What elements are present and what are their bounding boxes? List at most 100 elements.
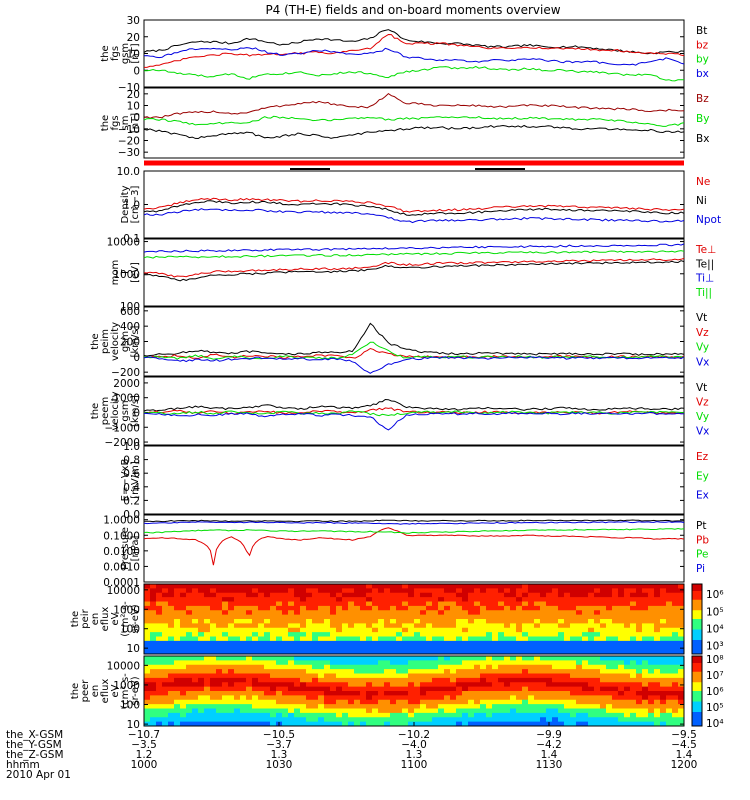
spectrogram-cell	[456, 584, 463, 589]
spectrogram-cell	[666, 691, 673, 696]
colorbar-segment	[692, 622, 702, 625]
spectrogram-cell	[150, 640, 157, 646]
spectrogram-cell	[492, 601, 499, 607]
y-tick-label: 400	[120, 321, 140, 333]
spectrogram-cell	[372, 712, 379, 718]
spectrogram-cell	[372, 649, 379, 655]
spectrogram-cell	[438, 664, 445, 670]
spectrogram-cell	[150, 699, 157, 705]
spectrogram-cell	[624, 677, 631, 683]
spectrogram-cell	[414, 601, 421, 607]
spectrogram-cell	[636, 627, 643, 633]
spectrogram-cell	[156, 640, 163, 646]
spectrogram-cell	[498, 601, 505, 607]
spectrogram-cell	[228, 664, 235, 670]
spectrogram-cell	[474, 721, 481, 727]
spectrogram-cell	[162, 708, 169, 714]
spectrogram-cell	[276, 605, 283, 611]
spectrogram-cell	[660, 619, 667, 624]
legend-entry: Te||	[695, 258, 714, 270]
spectrogram-cell	[426, 704, 433, 710]
spectrogram-cell	[534, 673, 541, 679]
spectrogram-cell	[300, 708, 307, 714]
spectrogram-cell	[318, 669, 325, 675]
spectrogram-cell	[558, 584, 565, 589]
spectrogram-cell	[492, 717, 499, 723]
spectrogram-cell	[384, 584, 391, 589]
spectrogram-cell	[240, 640, 247, 646]
spectrogram-cell	[456, 645, 463, 651]
spectrogram-cell	[168, 699, 175, 705]
spectrogram-cell	[480, 605, 487, 611]
spectrogram-cell	[174, 691, 181, 696]
spectrogram-cell	[468, 645, 475, 651]
spectrogram-cell	[624, 645, 631, 651]
spectrogram-cell	[624, 614, 631, 620]
spectrogram-cell	[660, 623, 667, 629]
spectrogram-cell	[582, 691, 589, 696]
spectrogram-cell	[432, 649, 439, 655]
spectrogram-cell	[498, 605, 505, 611]
spectrogram-cell	[150, 691, 157, 696]
series-line-vt	[143, 398, 685, 412]
spectrogram-cell	[606, 610, 613, 616]
spectrogram-cell	[222, 610, 229, 616]
spectrogram-cell	[306, 584, 313, 589]
spectrogram-cell	[360, 588, 367, 594]
spectrogram-cell	[318, 712, 325, 718]
spectrogram-cell	[600, 656, 607, 661]
spectrogram-cell	[498, 699, 505, 705]
spectrogram-cell	[186, 656, 193, 661]
spectrogram-cell	[228, 636, 235, 642]
spectrogram-cell	[480, 721, 487, 727]
spectrogram-cell	[624, 704, 631, 710]
spectrogram-cell	[288, 588, 295, 594]
spectrogram-cell	[504, 656, 511, 661]
spectrogram-cell	[234, 699, 241, 705]
spectrogram-cell	[414, 704, 421, 710]
spectrogram-cell	[426, 708, 433, 714]
spectrogram-cell	[588, 682, 595, 688]
spectrogram-cell	[210, 682, 217, 688]
spectrogram-cell	[222, 708, 229, 714]
spectrogram-cell	[498, 717, 505, 723]
spectrogram-cell	[504, 614, 511, 620]
spectrogram-cell	[318, 627, 325, 633]
spectrogram-cell	[588, 610, 595, 616]
spectrogram-cell	[456, 610, 463, 616]
spectrogram-cell	[642, 636, 649, 642]
series-line-ne	[143, 197, 685, 213]
spectrogram-cell	[450, 699, 457, 705]
spectrogram-cell	[630, 588, 637, 594]
colorbar-segment	[692, 652, 702, 655]
spectrogram-cell	[450, 636, 457, 642]
spectrogram-cell	[546, 645, 553, 651]
spectrogram-cell	[630, 695, 637, 701]
spectrogram-cell	[360, 686, 367, 692]
spectrogram-cell	[210, 645, 217, 651]
spectrogram-cell	[582, 717, 589, 723]
spectrogram-cell	[342, 691, 349, 696]
spectrogram-cell	[666, 627, 673, 633]
spectrogram-cell	[666, 597, 673, 603]
spectrogram-cell	[636, 610, 643, 616]
spectrogram-cell	[348, 610, 355, 616]
spectrogram-cell	[378, 588, 385, 594]
spectrogram-cell	[372, 592, 379, 598]
spectrogram-cell	[576, 721, 583, 727]
spectrogram-cell	[240, 614, 247, 620]
spectrogram-cell	[228, 673, 235, 679]
spectrogram-cell	[660, 649, 667, 655]
spectrogram-cell	[204, 601, 211, 607]
spectrogram-cell	[312, 649, 319, 655]
spectrogram-cell	[360, 614, 367, 620]
spectrogram-cell	[546, 669, 553, 675]
spectrogram-cell	[372, 623, 379, 629]
spectrogram-cell	[174, 660, 181, 666]
spectrogram-cell	[618, 704, 625, 710]
spectrogram-cell	[588, 636, 595, 642]
spectrogram-cell	[654, 601, 661, 607]
spectrogram-cell	[462, 623, 469, 629]
spectrogram-cell	[270, 592, 277, 598]
spectrogram-cell	[228, 704, 235, 710]
